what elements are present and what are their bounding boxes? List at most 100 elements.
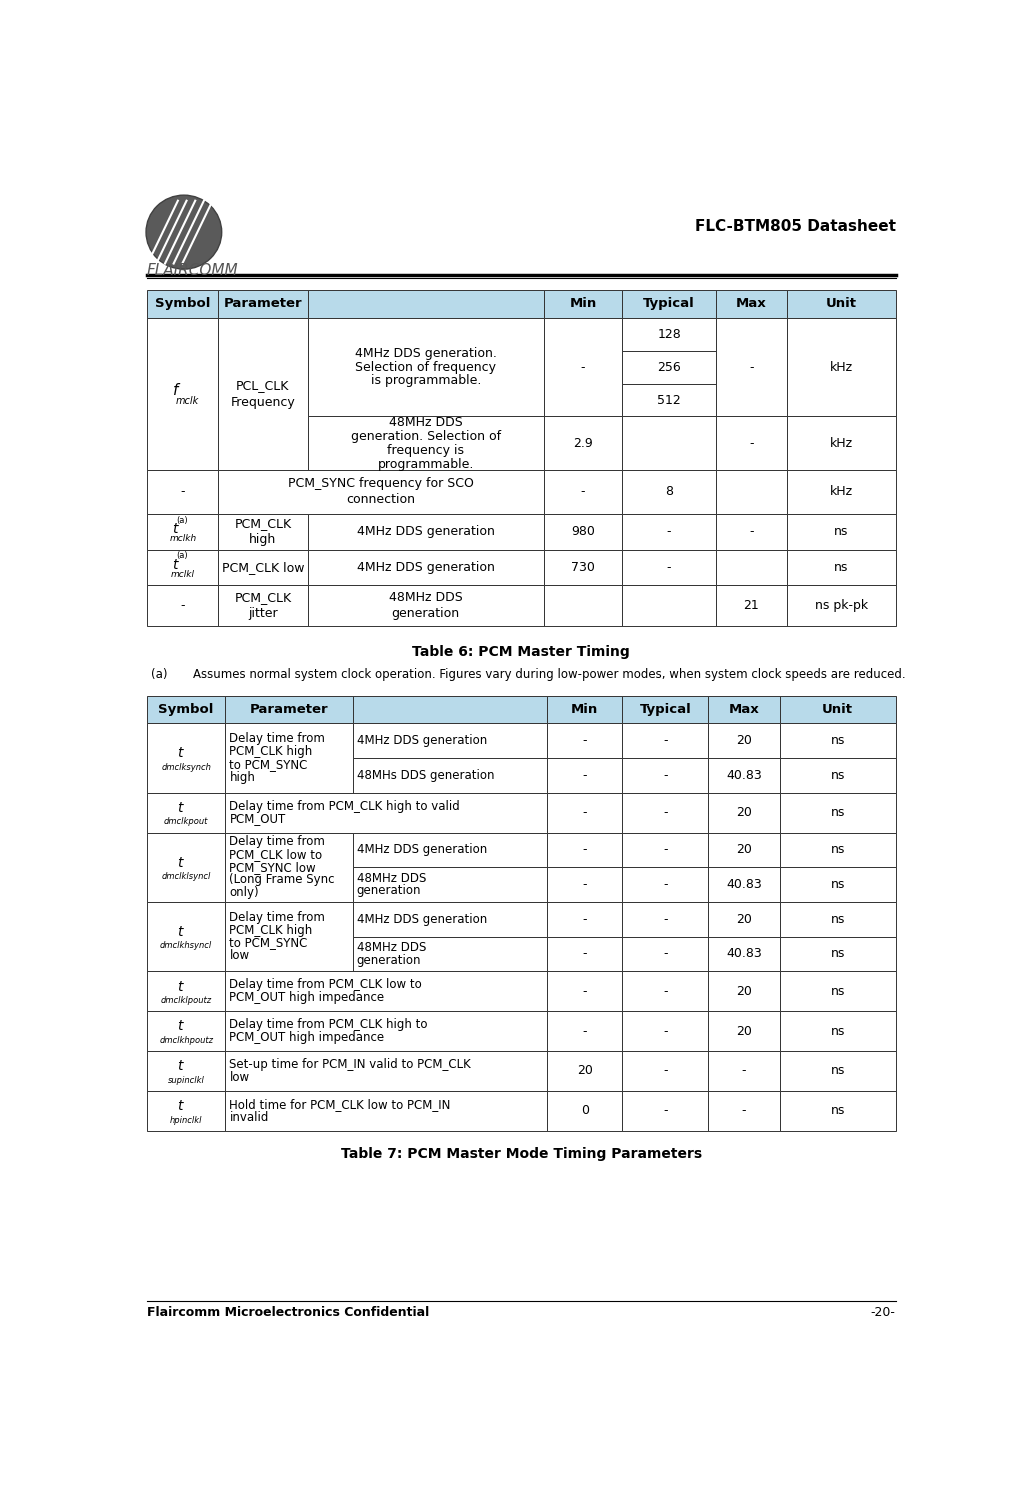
Text: -: - xyxy=(663,878,667,892)
Bar xyxy=(353,868,547,902)
Bar xyxy=(218,318,308,470)
Text: -: - xyxy=(663,806,667,820)
Text: 40.83: 40.83 xyxy=(726,878,762,892)
Text: Delay time from PCM_CLK low to: Delay time from PCM_CLK low to xyxy=(230,979,422,991)
Text: (a): (a) xyxy=(176,551,187,560)
Bar xyxy=(622,584,716,626)
Bar xyxy=(780,758,896,793)
Bar xyxy=(218,470,544,513)
Bar xyxy=(787,318,896,416)
Bar xyxy=(146,971,226,1012)
Bar xyxy=(780,868,896,902)
Text: 4MHz DDS generation: 4MHz DDS generation xyxy=(357,561,494,573)
Text: PCM_SYNC frequency for SCO: PCM_SYNC frequency for SCO xyxy=(288,477,474,491)
Text: PCM_CLK: PCM_CLK xyxy=(234,591,292,603)
Text: Min: Min xyxy=(570,297,597,311)
Bar xyxy=(787,470,896,513)
Text: -: - xyxy=(663,844,667,857)
Text: -: - xyxy=(581,485,585,498)
Text: -: - xyxy=(663,1105,667,1117)
Text: 4MHz DDS generation: 4MHz DDS generation xyxy=(357,844,487,857)
Bar xyxy=(709,1051,780,1091)
Text: t: t xyxy=(177,1099,183,1114)
Text: generation. Selection of: generation. Selection of xyxy=(351,429,500,443)
Text: 2.9: 2.9 xyxy=(574,437,593,450)
Text: dmclkpout: dmclkpout xyxy=(164,818,208,827)
Text: ns: ns xyxy=(830,806,845,820)
Bar xyxy=(544,318,622,416)
Text: -: - xyxy=(583,913,587,926)
Bar xyxy=(226,723,353,793)
Text: PCM_OUT: PCM_OUT xyxy=(230,812,286,826)
Bar xyxy=(544,470,622,513)
Bar xyxy=(547,833,622,868)
Bar xyxy=(226,695,353,723)
Text: 48MHz DDS: 48MHz DDS xyxy=(357,941,426,955)
Text: mclkl: mclkl xyxy=(171,570,195,579)
Text: kHz: kHz xyxy=(830,360,853,374)
Text: -: - xyxy=(581,360,585,374)
Text: to PCM_SYNC: to PCM_SYNC xyxy=(230,758,308,772)
Bar xyxy=(547,902,622,937)
Bar xyxy=(780,723,896,758)
Text: 20: 20 xyxy=(736,913,752,926)
Text: -: - xyxy=(741,1105,746,1117)
Bar xyxy=(544,584,622,626)
Text: PCM_SYNC low: PCM_SYNC low xyxy=(230,860,316,874)
Text: kHz: kHz xyxy=(830,485,853,498)
Text: -: - xyxy=(583,769,587,782)
Text: 4MHz DDS generation: 4MHz DDS generation xyxy=(357,734,487,747)
Bar xyxy=(308,416,544,470)
Bar xyxy=(622,902,709,937)
Bar xyxy=(709,833,780,868)
Text: 128: 128 xyxy=(657,327,681,341)
Bar xyxy=(146,833,226,902)
Bar xyxy=(622,513,716,549)
Bar xyxy=(780,1091,896,1130)
Text: frequency is: frequency is xyxy=(387,444,464,456)
Text: ns: ns xyxy=(830,947,845,961)
Text: -: - xyxy=(180,599,185,612)
Bar xyxy=(709,793,780,833)
Text: jitter: jitter xyxy=(248,606,278,620)
Text: 48MHs DDS generation: 48MHs DDS generation xyxy=(357,769,494,782)
Bar xyxy=(146,470,218,513)
Text: Min: Min xyxy=(572,702,598,716)
Bar xyxy=(709,868,780,902)
Bar xyxy=(544,513,622,549)
Text: Delay time from: Delay time from xyxy=(230,835,325,848)
Bar xyxy=(622,318,716,351)
Text: 20: 20 xyxy=(736,734,752,747)
Text: 20: 20 xyxy=(577,1064,593,1078)
Bar xyxy=(547,1091,622,1130)
Text: ns pk-pk: ns pk-pk xyxy=(815,599,868,612)
Bar xyxy=(709,695,780,723)
Text: t: t xyxy=(177,1060,183,1073)
Text: -: - xyxy=(583,1025,587,1037)
Text: -: - xyxy=(180,485,185,498)
Bar xyxy=(716,470,787,513)
Bar xyxy=(709,758,780,793)
Text: t: t xyxy=(177,980,183,994)
Text: high: high xyxy=(230,770,255,784)
Text: hpinclkl: hpinclkl xyxy=(170,1115,202,1124)
Bar xyxy=(308,513,544,549)
Bar xyxy=(544,416,622,470)
Bar xyxy=(146,1012,226,1051)
Text: f: f xyxy=(174,383,179,398)
Text: (a): (a) xyxy=(151,668,167,681)
Text: high: high xyxy=(249,533,277,546)
Bar xyxy=(146,793,226,833)
Text: 48MHz DDS: 48MHz DDS xyxy=(388,416,463,429)
Text: -: - xyxy=(663,769,667,782)
Bar xyxy=(146,584,218,626)
Text: PCM_CLK low: PCM_CLK low xyxy=(222,561,304,573)
Text: -: - xyxy=(750,437,754,450)
Text: t: t xyxy=(177,746,183,761)
Bar xyxy=(353,758,547,793)
Text: Delay time from: Delay time from xyxy=(230,911,325,925)
Text: Delay time from: Delay time from xyxy=(230,732,325,746)
Text: -: - xyxy=(583,734,587,747)
Text: t: t xyxy=(177,925,183,940)
Bar xyxy=(226,1091,547,1130)
